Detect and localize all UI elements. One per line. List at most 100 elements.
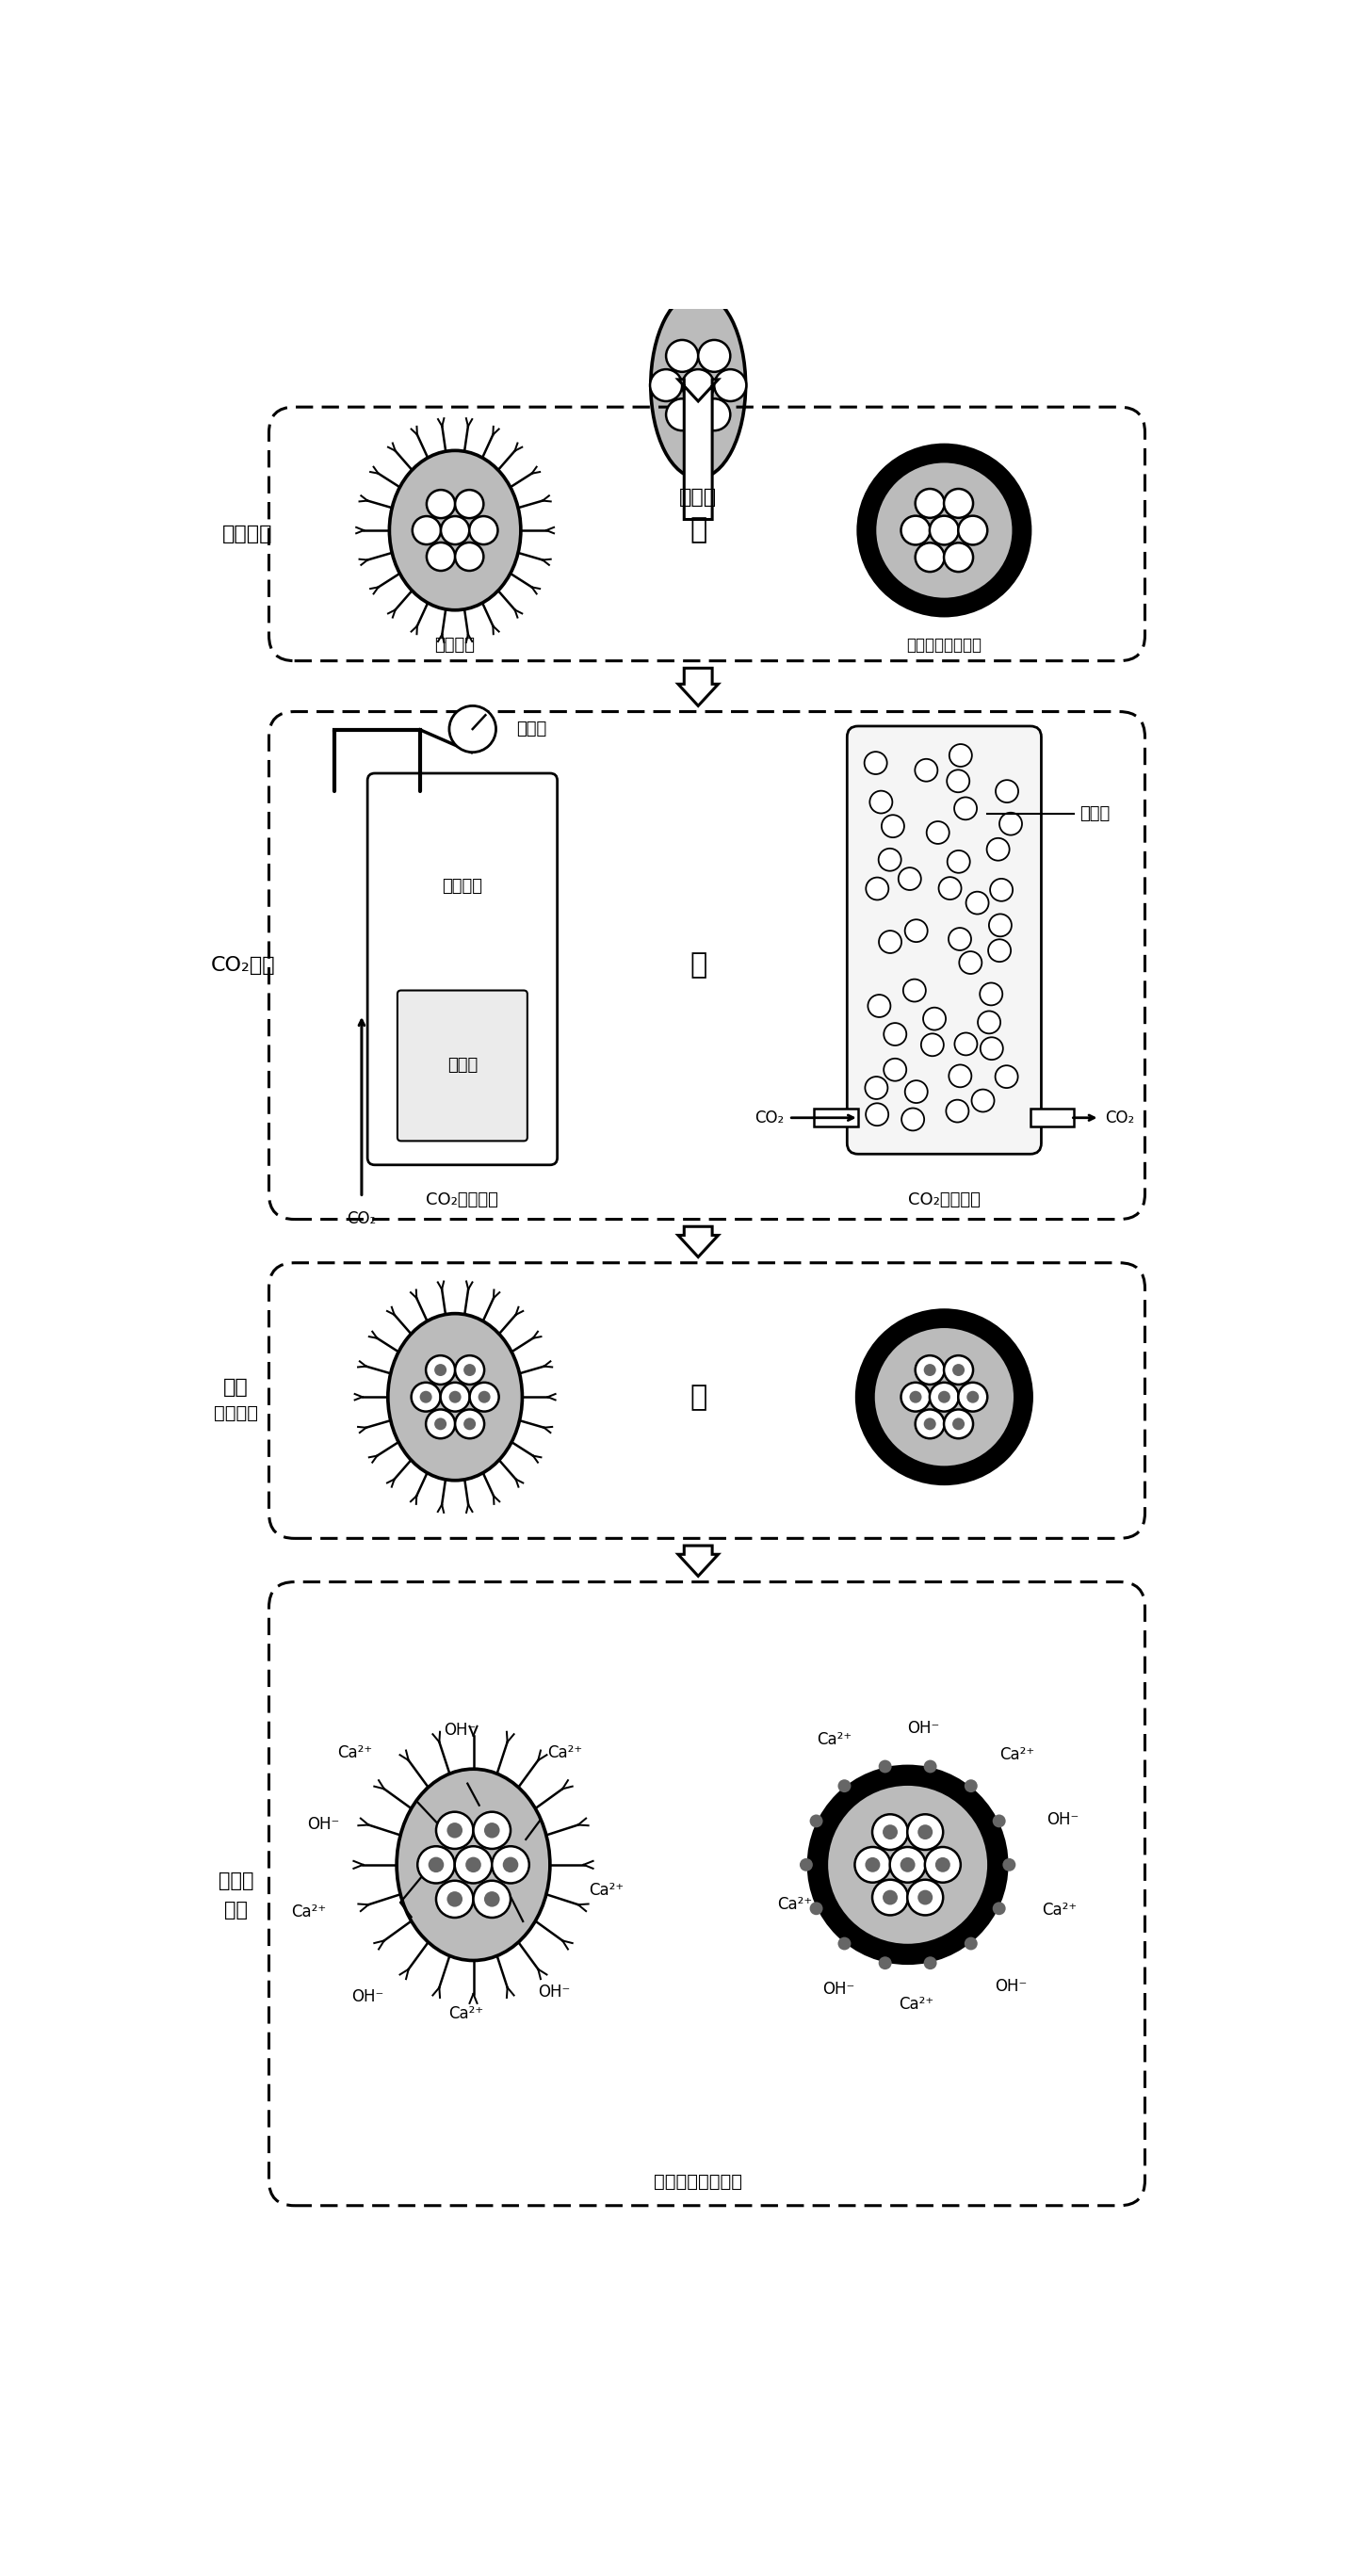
Circle shape [810, 1814, 823, 1826]
Circle shape [866, 1857, 880, 1873]
Text: 透气不透水包覆层: 透气不透水包覆层 [906, 636, 981, 654]
Text: CO₂吹扫吸附: CO₂吹扫吸附 [908, 1193, 980, 1208]
FancyBboxPatch shape [846, 726, 1041, 1154]
Circle shape [492, 1847, 529, 1883]
Circle shape [966, 891, 988, 914]
Circle shape [682, 368, 714, 402]
Circle shape [901, 515, 930, 544]
Circle shape [883, 1023, 906, 1046]
Circle shape [921, 1033, 943, 1056]
Circle shape [946, 1100, 969, 1123]
Text: OH⁻: OH⁻ [444, 1723, 476, 1739]
Circle shape [810, 1901, 823, 1914]
Text: 内养护: 内养护 [218, 1870, 254, 1891]
Circle shape [980, 984, 1002, 1005]
Circle shape [949, 927, 972, 951]
Circle shape [435, 1417, 447, 1430]
Circle shape [698, 399, 731, 430]
Polygon shape [1030, 1108, 1074, 1126]
Circle shape [466, 1857, 481, 1873]
Circle shape [420, 1391, 432, 1404]
Text: 或: 或 [690, 951, 707, 979]
Circle shape [935, 1857, 950, 1873]
Circle shape [469, 515, 497, 544]
Circle shape [427, 544, 455, 572]
Text: Ca²⁺: Ca²⁺ [589, 1880, 624, 1899]
Circle shape [947, 770, 969, 793]
Circle shape [947, 850, 970, 873]
Circle shape [417, 1847, 455, 1883]
Circle shape [436, 1880, 473, 1917]
Circle shape [924, 1958, 936, 1971]
Circle shape [879, 848, 901, 871]
Text: 水泥基材料孔溶液: 水泥基材料孔溶液 [654, 2174, 743, 2192]
Circle shape [484, 1891, 500, 1906]
Circle shape [440, 515, 469, 544]
Circle shape [916, 1355, 945, 1383]
Circle shape [455, 489, 484, 518]
Circle shape [714, 368, 747, 402]
Circle shape [988, 940, 1011, 961]
Circle shape [992, 1814, 1006, 1826]
Circle shape [876, 464, 1013, 598]
Circle shape [412, 1383, 440, 1412]
Circle shape [905, 1079, 928, 1103]
Text: 碳化: 碳化 [224, 1378, 248, 1396]
Circle shape [960, 951, 981, 974]
Circle shape [450, 706, 496, 752]
Circle shape [447, 1891, 462, 1906]
Circle shape [949, 1064, 972, 1087]
Polygon shape [679, 1226, 718, 1257]
Circle shape [930, 1383, 958, 1412]
Circle shape [855, 1847, 890, 1883]
Circle shape [898, 868, 921, 891]
Circle shape [838, 1937, 851, 1950]
Circle shape [916, 544, 945, 572]
Circle shape [870, 791, 893, 814]
Text: 机理: 机理 [225, 1901, 248, 1919]
Text: Ca²⁺: Ca²⁺ [338, 1744, 372, 1762]
Text: CO₂: CO₂ [348, 1211, 376, 1226]
Circle shape [945, 544, 973, 572]
Text: Ca²⁺: Ca²⁺ [292, 1904, 327, 1919]
Circle shape [455, 1847, 492, 1883]
Circle shape [965, 1780, 977, 1793]
Circle shape [807, 1765, 1009, 1965]
Text: CO₂吸附: CO₂吸附 [211, 956, 275, 974]
Circle shape [945, 489, 973, 518]
Circle shape [455, 1355, 484, 1383]
Circle shape [905, 920, 928, 943]
Ellipse shape [390, 451, 521, 611]
Circle shape [930, 515, 958, 544]
Text: OH⁻: OH⁻ [537, 1984, 570, 1999]
Circle shape [864, 752, 887, 775]
Text: 释控处理: 释控处理 [222, 526, 273, 544]
Circle shape [484, 1824, 500, 1839]
Circle shape [972, 1090, 994, 1113]
Circle shape [866, 878, 889, 899]
Text: OH⁻: OH⁻ [308, 1816, 339, 1834]
Circle shape [470, 1383, 499, 1412]
Polygon shape [679, 379, 718, 520]
Text: 分子筛: 分子筛 [1079, 806, 1111, 822]
Circle shape [883, 1891, 898, 1904]
Circle shape [990, 878, 1013, 902]
Circle shape [995, 1066, 1018, 1087]
Circle shape [440, 1383, 470, 1412]
Circle shape [866, 1077, 887, 1100]
Ellipse shape [397, 1770, 551, 1960]
Circle shape [413, 515, 440, 544]
Text: 或: 或 [690, 1383, 707, 1412]
Circle shape [428, 1857, 444, 1873]
Circle shape [927, 822, 949, 845]
Circle shape [945, 1355, 973, 1383]
Circle shape [925, 1847, 961, 1883]
Text: OH⁻: OH⁻ [1047, 1811, 1078, 1829]
Text: 或: 或 [690, 518, 707, 544]
Text: Ca²⁺: Ca²⁺ [448, 2004, 484, 2022]
Text: Ca²⁺: Ca²⁺ [818, 1731, 852, 1749]
Circle shape [901, 1383, 930, 1412]
Circle shape [667, 340, 698, 371]
Circle shape [992, 1901, 1006, 1914]
Text: Ca²⁺: Ca²⁺ [547, 1744, 582, 1762]
